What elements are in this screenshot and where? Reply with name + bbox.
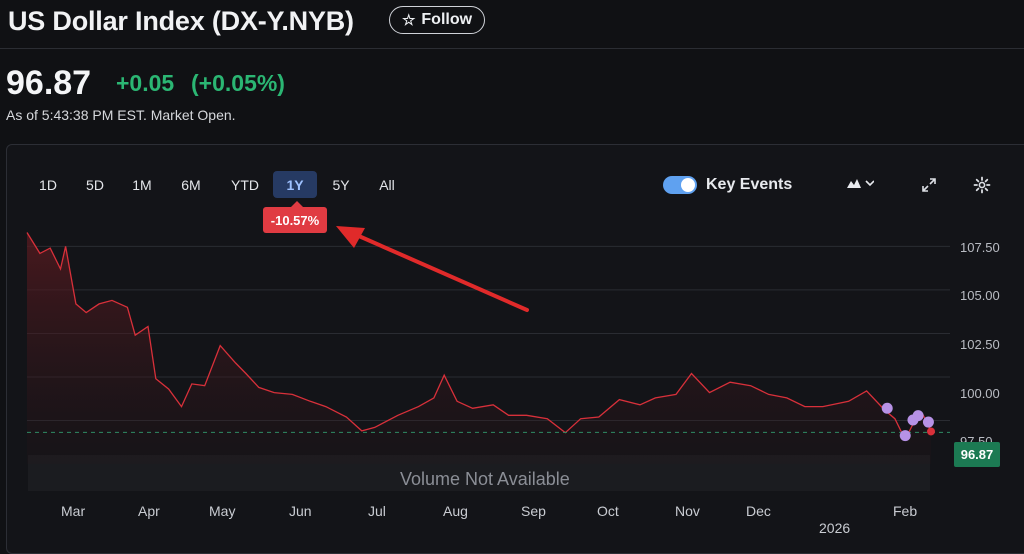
- x-tick: Jul: [368, 503, 386, 519]
- chart-type-dropdown[interactable]: [846, 176, 875, 193]
- event-markers: [881, 402, 934, 442]
- price-change: +0.05: [116, 70, 175, 96]
- price-area: [27, 232, 931, 464]
- mountain-chart-icon: [847, 179, 875, 188]
- y-tick: 100.00: [960, 386, 1000, 401]
- last-price-tag: 96.87: [954, 442, 1000, 467]
- range-6m[interactable]: 6M: [181, 176, 201, 193]
- arrow-shaft: [350, 231, 529, 312]
- x-tick: Sep: [521, 503, 546, 519]
- range-1m[interactable]: 1M: [132, 176, 152, 193]
- event-marker: [922, 416, 934, 428]
- key-events-label: Key Events: [706, 176, 793, 193]
- event-marker: [899, 430, 911, 442]
- range-1y[interactable]: 1Y: [273, 171, 317, 198]
- y-tick: 105.00: [960, 288, 1000, 303]
- header-divider: [0, 48, 1024, 49]
- gear-icon: [973, 176, 991, 194]
- expand-icon: [922, 178, 936, 192]
- price-line: [26, 232, 932, 442]
- price-change-percent: (+0.05%): [191, 70, 285, 96]
- x-tick: Jun: [289, 503, 312, 519]
- range-1d[interactable]: 1D: [39, 176, 57, 193]
- x-tick: Oct: [597, 503, 619, 519]
- event-marker: [881, 402, 893, 414]
- current-price: 96.87: [6, 64, 92, 102]
- price-chart: [26, 226, 950, 464]
- star-outline-icon: ☆: [401, 11, 416, 29]
- year-label: 2026: [819, 520, 851, 536]
- y-tick: 107.50: [960, 240, 1000, 255]
- follow-label: Follow: [421, 11, 473, 28]
- x-tick: Feb: [893, 503, 918, 519]
- chevron-down-icon: [865, 180, 875, 187]
- last-price-dot: [927, 427, 935, 436]
- x-tick: May: [209, 503, 236, 519]
- as-of-timestamp: As of 5:43:38 PM EST. Market Open.: [6, 107, 236, 123]
- volume-not-available: Volume Not Available: [400, 469, 570, 489]
- range-all[interactable]: All: [379, 176, 395, 193]
- key-events-toggle[interactable]: [663, 176, 697, 194]
- x-tick: Dec: [746, 503, 771, 519]
- arrow-head: [336, 226, 365, 248]
- range-change-badge: -10.57%: [263, 201, 327, 233]
- expand-button[interactable]: [918, 174, 940, 196]
- range-5y[interactable]: 5Y: [332, 176, 350, 193]
- annotation-arrow: [336, 226, 529, 312]
- event-marker: [912, 410, 924, 422]
- x-tick: Aug: [443, 503, 468, 519]
- toggle-knob: [681, 178, 695, 192]
- range-5d[interactable]: 5D: [86, 176, 104, 193]
- follow-button[interactable]: ☆ Follow: [389, 6, 485, 34]
- settings-button[interactable]: [971, 174, 993, 196]
- x-tick: Apr: [138, 503, 160, 519]
- y-tick: 102.50: [960, 337, 1000, 352]
- x-tick: Nov: [675, 503, 700, 519]
- page-title: US Dollar Index (DX-Y.NYB): [8, 6, 354, 36]
- x-tick: Mar: [61, 503, 86, 519]
- range-ytd[interactable]: YTD: [231, 176, 259, 193]
